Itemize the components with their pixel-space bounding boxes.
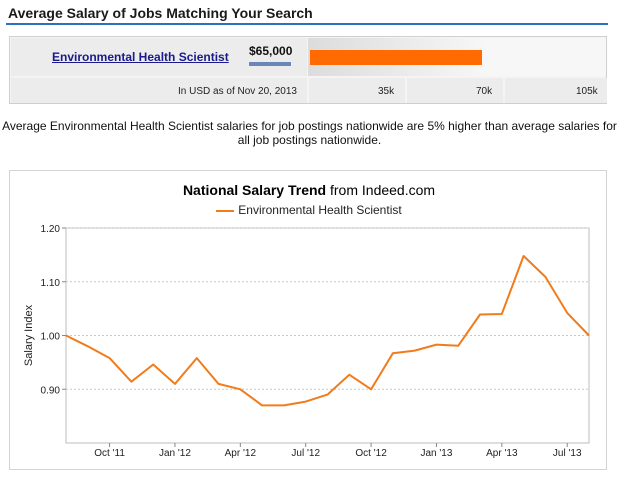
scale-cell-1 — [309, 78, 405, 103]
x-tick-label: Jan '12 — [159, 448, 191, 459]
salary-underline — [249, 62, 291, 66]
scale-cell-2 — [407, 78, 503, 103]
x-tick-label: Jul '12 — [291, 448, 320, 459]
scale-label-105k: 105k — [576, 86, 598, 97]
y-tick-label: 1.00 — [41, 332, 61, 343]
as-of-date: In USD as of Nov 20, 2013 — [178, 86, 297, 97]
section-title: Average Salary of Jobs Matching Your Sea… — [8, 5, 313, 21]
x-tick-label: Oct '11 — [94, 448, 125, 459]
salary-bar — [310, 50, 482, 65]
salary-amount: $65,000 — [249, 44, 293, 58]
legend-swatch — [216, 209, 235, 212]
y-tick-label: 1.20 — [41, 224, 61, 235]
chart-title-rest: from Indeed.com — [326, 182, 436, 198]
y-tick-label: 1.10 — [41, 278, 61, 289]
scale-label-35k: 35k — [378, 86, 395, 97]
series-line-environmental-health-scientist — [65, 255, 590, 407]
section-header: Average Salary of Jobs Matching Your Sea… — [6, 3, 608, 25]
x-tick-label: Jul '13 — [553, 448, 582, 459]
job-title-link[interactable]: Environmental Health Scientist — [52, 50, 229, 64]
legend-label: Environmental Health Scientist — [238, 203, 402, 217]
scale-cell-3 — [505, 78, 607, 103]
scale-label-70k: 70k — [476, 86, 493, 97]
x-tick-label: Jan '13 — [420, 448, 452, 459]
x-tick-label: Apr '13 — [486, 448, 518, 459]
chart-plot: 0.90 1.00 1.10 1.20 Oct '11 Jan '12 Apr '12 Jul… — [23, 224, 590, 459]
x-tick-label: Apr '12 — [225, 448, 257, 459]
salary-trend-chart: National Salary Trend from Indeed.com En… — [9, 170, 607, 470]
asof-cell — [11, 78, 307, 103]
chart-title: National Salary Trend from Indeed.com — [10, 182, 608, 198]
x-tick-label: Oct '12 — [355, 448, 387, 459]
chart-legend: Environmental Health Scientist — [10, 203, 608, 217]
y-axis-label: Salary Index — [23, 304, 35, 366]
y-tick-label: 0.90 — [41, 385, 61, 396]
job-cell — [11, 38, 307, 76]
salary-summary: Environmental Health Scientist $65,000 I… — [9, 36, 607, 104]
salary-description: Average Environmental Health Scientist s… — [2, 119, 617, 147]
chart-title-bold: National Salary Trend — [182, 182, 327, 198]
